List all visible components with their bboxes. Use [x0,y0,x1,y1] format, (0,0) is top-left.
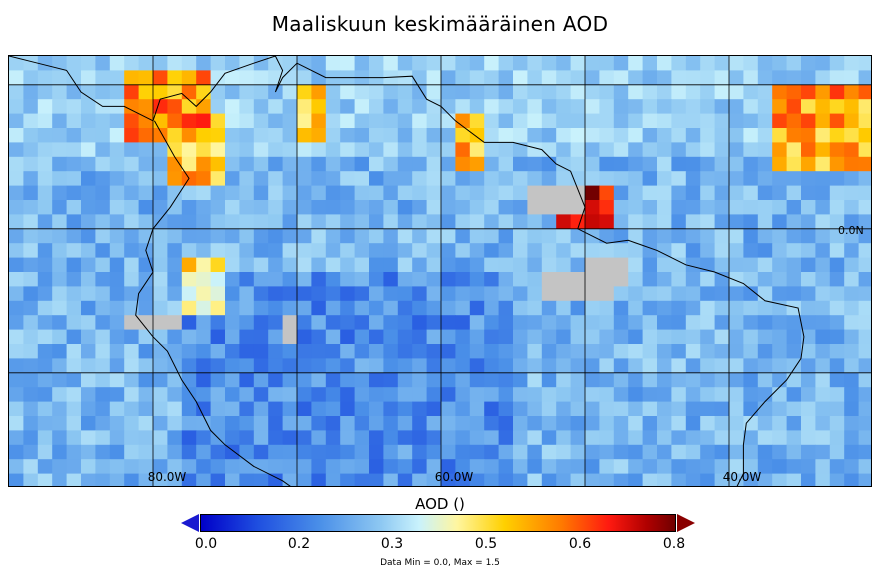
aod-map [8,55,872,487]
colorbar [200,514,676,532]
colorbar-tick: 0.0 [194,536,218,552]
colorbar-tick: 0.8 [662,536,686,552]
aod-cells [9,56,871,486]
data-range-note: Data Min = 0.0, Max = 1.5 [380,558,500,568]
lat-label-equator: 0.0N [838,224,864,237]
colorbar-tick: 0.6 [568,536,592,552]
lon-label-40w: 40.0W [722,470,762,484]
colorbar-over-arrow [677,514,695,532]
colorbar-under-arrow [181,514,199,532]
coastline-caribbean-atlantic [9,56,805,486]
colorbar-tick: 0.5 [474,536,498,552]
lon-label-80w: 80.0W [147,470,187,484]
colorbar-title: AOD () [415,495,465,513]
coastline-pacific [135,120,291,486]
colorbar-tick: 0.2 [287,536,311,552]
lon-label-60w: 60.0W [434,470,474,484]
map-title: Maaliskuun keskimääräinen AOD [271,12,609,36]
aod-grid [9,56,871,486]
colorbar-tick: 0.3 [380,536,404,552]
